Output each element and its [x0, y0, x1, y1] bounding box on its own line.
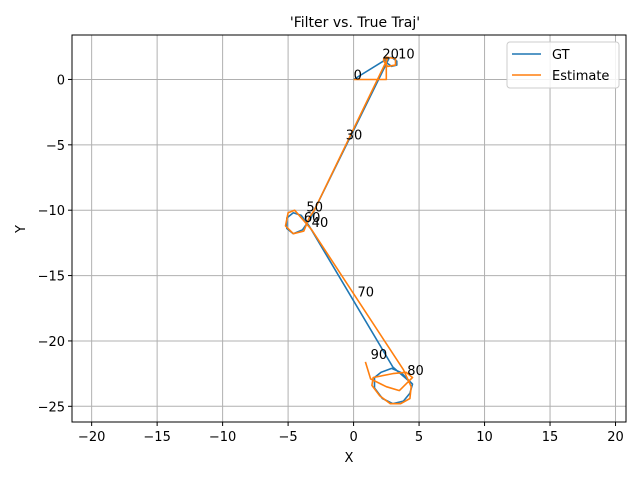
x-tick-label: 5 [415, 430, 423, 445]
y-tick-label: −10 [38, 204, 65, 219]
x-tick-label: −5 [279, 430, 298, 445]
legend-label-estimate: Estimate [552, 69, 609, 84]
y-tick-label: −5 [46, 139, 65, 154]
annotation-label: 0 [354, 68, 362, 83]
annotation-label: 20 [382, 48, 399, 63]
legend-label-gt: GT [552, 48, 570, 63]
axis-ticks: −20 −15 −10 −5 0 5 10 15 20 0 −5 −10 −15 −20 −25 [38, 73, 624, 445]
annotation-label: 10 [398, 48, 415, 63]
x-axis-label: X [345, 451, 354, 466]
series-line-estimate [284, 56, 414, 405]
x-tick-label: 15 [542, 430, 559, 445]
series-group [284, 56, 414, 405]
annotation-label: 40 [312, 216, 329, 231]
x-tick-label: 10 [476, 430, 493, 445]
annotation-label: 70 [358, 285, 375, 300]
legend: GT Estimate [506, 41, 620, 89]
x-tick-label: −10 [209, 430, 236, 445]
annotation-label: 50 [306, 201, 323, 216]
axes-frame [71, 34, 627, 423]
annotation-label: 80 [407, 364, 424, 379]
annotation-label: 30 [346, 129, 363, 144]
annotation-label: 90 [371, 348, 388, 363]
y-tick-label: −15 [38, 270, 65, 285]
x-tick-label: −20 [78, 430, 105, 445]
y-axis-label: Y [14, 225, 29, 234]
x-tick-label: −15 [143, 430, 170, 445]
x-tick-label: 0 [349, 430, 357, 445]
y-tick-label: −20 [38, 335, 65, 350]
x-tick-label: 20 [607, 430, 624, 445]
y-tick-label: 0 [57, 73, 65, 88]
annotation-label: 60 [304, 211, 321, 226]
chart-title: 'Filter vs. True Traj' [290, 15, 420, 31]
y-tick-label: −25 [38, 400, 65, 415]
